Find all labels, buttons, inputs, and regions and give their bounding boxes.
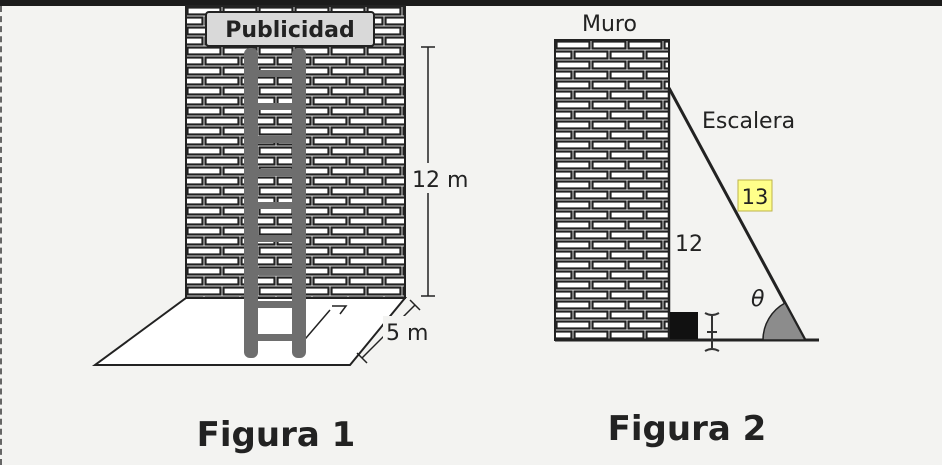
ground-right-angle-mark [332, 305, 348, 315]
text-cursor-icon [704, 312, 720, 352]
ladder-rung [250, 268, 300, 275]
ladder-rung [250, 334, 300, 341]
hypotenuse-label: 13 [742, 185, 769, 209]
hypotenuse-highlight [737, 179, 773, 212]
ladder-rung [250, 103, 300, 110]
figure-1: Publicidad 12 m 5 m Figura 1 [91, 5, 470, 455]
sign-board [205, 11, 375, 47]
base-dimension: 5 m [356, 299, 437, 364]
base-label: 5 m [386, 321, 428, 346]
ladder-rung [250, 202, 300, 209]
angle-label: θ [751, 287, 765, 312]
height-label: 12 m [412, 168, 468, 193]
ladder-rung [250, 301, 300, 308]
brick-wall-2 [554, 39, 670, 341]
figure-2-caption: Figura 2 [608, 409, 767, 449]
top-bar [0, 0, 942, 6]
figure-1-caption: Figura 1 [197, 415, 356, 455]
ladder-rung [250, 169, 300, 176]
publicity-sign: Publicidad [205, 11, 375, 47]
ladder-rung [250, 70, 300, 77]
figure-2: Muro Escalera 13 12 θ Figura 2 [554, 12, 819, 449]
ladder [244, 48, 306, 358]
height-dimension: 12 m [408, 46, 470, 297]
angle-theta-sector [762, 301, 807, 341]
wall-label: Muro [582, 12, 637, 37]
ladder-hypotenuse [667, 87, 807, 341]
ladder-rung [250, 136, 300, 143]
ladder-rung [250, 235, 300, 242]
sign-text: Publicidad [225, 18, 355, 43]
right-angle-marker [670, 312, 698, 339]
dashed-margin-line [0, 6, 2, 465]
ladder-label: Escalera [702, 109, 795, 134]
height-value-label: 12 [675, 232, 703, 257]
